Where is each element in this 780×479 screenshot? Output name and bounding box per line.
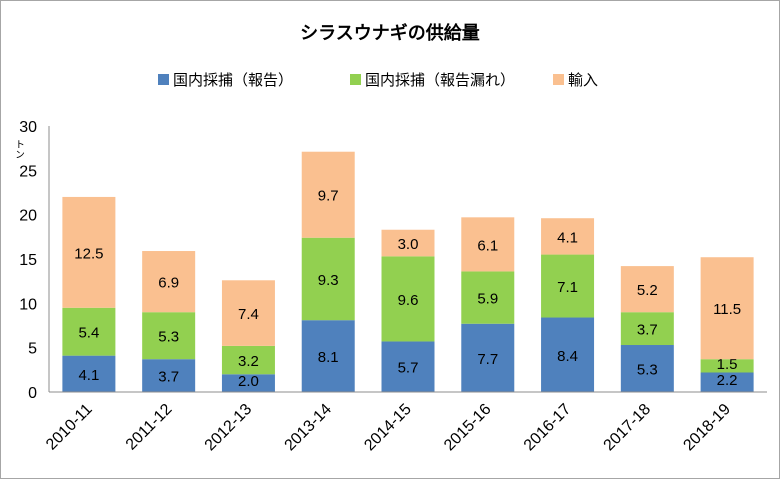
bar-segment [700, 372, 754, 392]
bar-segment [381, 256, 435, 342]
bar-value-label: 7.7 [477, 351, 498, 368]
bar-value-label: 5.3 [158, 329, 179, 346]
chart-title: シラスウナギの供給量 [300, 22, 480, 43]
x-tick-label: 2012-13 [202, 401, 256, 455]
legend-swatch [553, 74, 564, 85]
bars: 4.1 5.4 12.5 3.7 5.3 6.9 2.0 3.2 7.4 8.1 9.3 9.7 5.7… [62, 151, 754, 392]
bar-segment [221, 280, 275, 346]
bar-segment [301, 320, 355, 392]
legend-label: 国内採捕（報告漏れ） [365, 72, 515, 89]
x-tick-label: 2011-12 [123, 401, 176, 454]
bar-segment [381, 341, 435, 392]
y-tick-label: 0 [28, 385, 37, 402]
legend: 国内採捕（報告） 国内採捕（報告漏れ） 輸入 [158, 72, 598, 89]
bar-value-label: 3.0 [398, 236, 419, 253]
bar-segment [62, 355, 116, 392]
bar-value-label: 9.7 [318, 188, 339, 205]
y-axis-ticks: 0 5 10 15 20 25 30 [19, 119, 37, 402]
bar-value-label: 5.7 [398, 360, 419, 377]
bar-segment [700, 359, 754, 373]
bar-segment [461, 271, 515, 324]
bar-value-label: 7.4 [238, 306, 259, 323]
bar-segment [62, 196, 116, 308]
y-tick-label: 30 [19, 119, 37, 136]
bar-segment [541, 254, 595, 318]
y-tick-label: 15 [19, 252, 37, 269]
y-axis-label: トン [13, 139, 24, 159]
y-tick-label: 5 [28, 341, 37, 358]
x-tick-label: 2010-11 [43, 401, 96, 454]
bar-value-label: 8.4 [557, 348, 578, 365]
bar-segment [461, 217, 515, 272]
x-tick-label: 2017-18 [601, 401, 655, 455]
bar-value-label: 5.3 [637, 362, 658, 379]
legend-label: 輸入 [568, 72, 598, 89]
bar-segment [461, 323, 515, 392]
bar-value-label: 9.6 [398, 292, 419, 309]
legend-label: 国内採捕（報告） [173, 72, 293, 89]
legend-swatch [350, 74, 361, 85]
bar-value-label: 8.1 [318, 349, 339, 366]
bar-segment [142, 312, 196, 360]
bar-value-label: 2.2 [717, 372, 738, 389]
bar-value-label: 5.9 [477, 291, 498, 308]
bar-value-label: 3.2 [238, 353, 259, 370]
legend-swatch [158, 74, 169, 85]
x-tick-label: 2016-17 [521, 401, 575, 455]
bar-value-label: 4.1 [78, 367, 99, 384]
bar-segment [381, 229, 435, 257]
bar-segment [620, 345, 674, 392]
bar-segment [620, 312, 674, 346]
x-tick-label: 2014-15 [361, 401, 415, 455]
bar-segment [142, 359, 196, 392]
bar-segment [142, 251, 196, 313]
bar-value-label: 5.4 [78, 325, 99, 342]
bar-value-label: 1.5 [717, 356, 738, 373]
y-tick-label: 25 [19, 163, 37, 180]
bar-value-label: 2.0 [238, 373, 259, 390]
bar-segment [301, 237, 355, 321]
bar-segment [541, 218, 595, 255]
bar-value-label: 6.9 [158, 275, 179, 292]
x-tick-label: 2015-16 [441, 401, 495, 455]
bar-segment [221, 374, 275, 392]
bar-segment [301, 151, 355, 238]
bar-value-label: 6.1 [477, 237, 498, 254]
bar-value-label: 3.7 [158, 369, 179, 386]
bar-value-label: 7.1 [557, 279, 578, 296]
x-tick-label: 2018-19 [680, 401, 734, 455]
bar-value-label: 5.2 [637, 282, 658, 299]
bar-value-label: 11.5 [713, 301, 741, 318]
x-tick-label: 2013-14 [282, 401, 336, 455]
bar-segment [620, 266, 674, 313]
bar-segment [700, 257, 754, 360]
bar-value-label: 12.5 [74, 245, 103, 262]
bar-segment [62, 307, 116, 356]
bar-value-label: 3.7 [637, 322, 658, 339]
bar-segment [541, 317, 595, 392]
x-axis-labels: 2010-11 2011-12 2012-13 2013-14 2014-15 2015-… [43, 401, 734, 455]
y-tick-label: 10 [19, 296, 37, 313]
y-tick-label: 20 [19, 208, 37, 225]
bar-segment [221, 345, 275, 375]
bar-value-label: 4.1 [557, 229, 578, 246]
bar-value-label: 9.3 [318, 272, 339, 289]
